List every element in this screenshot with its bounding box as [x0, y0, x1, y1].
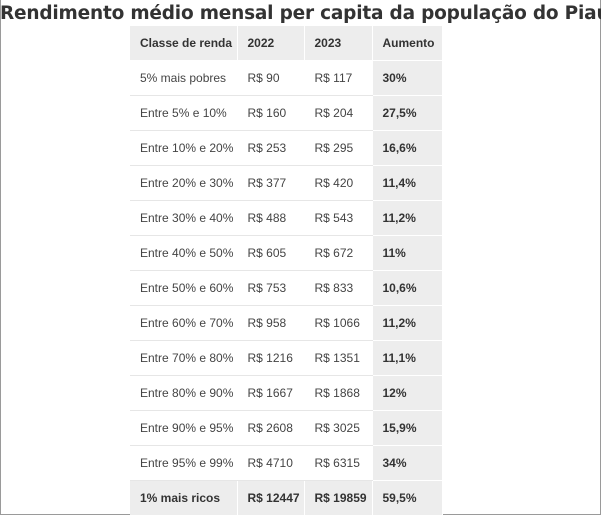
cell-2022: R$ 605 [237, 235, 305, 271]
cell-increase: 11,2% [372, 200, 443, 236]
cell-2023: R$ 1868 [304, 375, 373, 411]
table-row: Entre 30% e 40% R$ 488 R$ 543 11,2% [130, 200, 443, 236]
cell-income-class: Entre 5% e 10% [130, 95, 238, 131]
cell-income-class: Entre 30% e 40% [130, 200, 238, 236]
cell-increase: 30% [372, 60, 443, 96]
cell-2023: R$ 543 [304, 200, 373, 236]
cell-2022: R$ 1667 [237, 375, 305, 411]
cell-2023: R$ 672 [304, 235, 373, 271]
cell-increase: 27,5% [372, 95, 443, 131]
cell-income-class: 5% mais pobres [130, 60, 238, 96]
cell-2022: R$ 160 [237, 95, 305, 131]
cell-income-class: Entre 40% e 50% [130, 235, 238, 271]
cell-2023: R$ 295 [304, 130, 373, 166]
column-header-income-class: Classe de renda [130, 26, 238, 61]
table-row: Entre 95% e 99% R$ 4710 R$ 6315 34% [130, 445, 443, 481]
cell-income-class: 1% mais ricos [130, 480, 238, 515]
page-title: Rendimento médio mensal per capita da po… [0, 3, 601, 24]
cell-2023: R$ 204 [304, 95, 373, 131]
table-row: Entre 70% e 80% R$ 1216 R$ 1351 11,1% [130, 340, 443, 376]
table-row: Entre 5% e 10% R$ 160 R$ 204 27,5% [130, 95, 443, 131]
table-row: 5% mais pobres R$ 90 R$ 117 30% [130, 60, 443, 96]
cell-income-class: Entre 20% e 30% [130, 165, 238, 201]
cell-increase: 34% [372, 445, 443, 481]
cell-2023: R$ 6315 [304, 445, 373, 481]
cell-increase: 59,5% [372, 480, 443, 515]
table-body: 5% mais pobres R$ 90 R$ 117 30% Entre 5% e 1… [130, 60, 443, 515]
cell-2023: R$ 420 [304, 165, 373, 201]
cell-income-class: Entre 90% e 95% [130, 410, 238, 446]
cell-income-class: Entre 50% e 60% [130, 270, 238, 306]
cell-2022: R$ 958 [237, 305, 305, 341]
cell-increase: 11,1% [372, 340, 443, 376]
table-header-row: Classe de renda 2022 2023 Aumento [130, 26, 443, 61]
cell-2023: R$ 19859 [304, 480, 373, 515]
cell-increase: 12% [372, 375, 443, 411]
table-row: Entre 50% e 60% R$ 753 R$ 833 10,6% [130, 270, 443, 306]
cell-2022: R$ 253 [237, 130, 305, 166]
cell-2022: R$ 90 [237, 60, 305, 96]
cell-income-class: Entre 80% e 90% [130, 375, 238, 411]
cell-income-class: Entre 95% e 99% [130, 445, 238, 481]
cell-income-class: Entre 60% e 70% [130, 305, 238, 341]
table-row: 1% mais ricos R$ 12447 R$ 19859 59,5% [130, 480, 443, 515]
cell-increase: 11,4% [372, 165, 443, 201]
cell-2022: R$ 2608 [237, 410, 305, 446]
cell-2023: R$ 3025 [304, 410, 373, 446]
table-row: Entre 80% e 90% R$ 1667 R$ 1868 12% [130, 375, 443, 411]
table-row: Entre 20% e 30% R$ 377 R$ 420 11,4% [130, 165, 443, 201]
cell-2022: R$ 488 [237, 200, 305, 236]
table-row: Entre 60% e 70% R$ 958 R$ 1066 11,2% [130, 305, 443, 341]
cell-2022: R$ 12447 [237, 480, 305, 515]
cell-2023: R$ 833 [304, 270, 373, 306]
table-row: Entre 10% e 20% R$ 253 R$ 295 16,6% [130, 130, 443, 166]
cell-income-class: Entre 70% e 80% [130, 340, 238, 376]
cell-2022: R$ 753 [237, 270, 305, 306]
cell-2022: R$ 4710 [237, 445, 305, 481]
column-header-2022: 2022 [237, 26, 305, 61]
cell-2023: R$ 1351 [304, 340, 373, 376]
column-header-increase: Aumento [372, 26, 443, 61]
table-row: Entre 40% e 50% R$ 605 R$ 672 11% [130, 235, 443, 271]
cell-2023: R$ 1066 [304, 305, 373, 341]
income-table: Classe de renda 2022 2023 Aumento 5% mai… [130, 26, 443, 515]
table-row: Entre 90% e 95% R$ 2608 R$ 3025 15,9% [130, 410, 443, 446]
cell-2022: R$ 1216 [237, 340, 305, 376]
cell-increase: 16,6% [372, 130, 443, 166]
cell-increase: 11% [372, 235, 443, 271]
cell-increase: 10,6% [372, 270, 443, 306]
cell-increase: 15,9% [372, 410, 443, 446]
column-header-2023: 2023 [304, 26, 373, 61]
cell-income-class: Entre 10% e 20% [130, 130, 238, 166]
cell-increase: 11,2% [372, 305, 443, 341]
cell-2022: R$ 377 [237, 165, 305, 201]
cell-2023: R$ 117 [304, 60, 373, 96]
